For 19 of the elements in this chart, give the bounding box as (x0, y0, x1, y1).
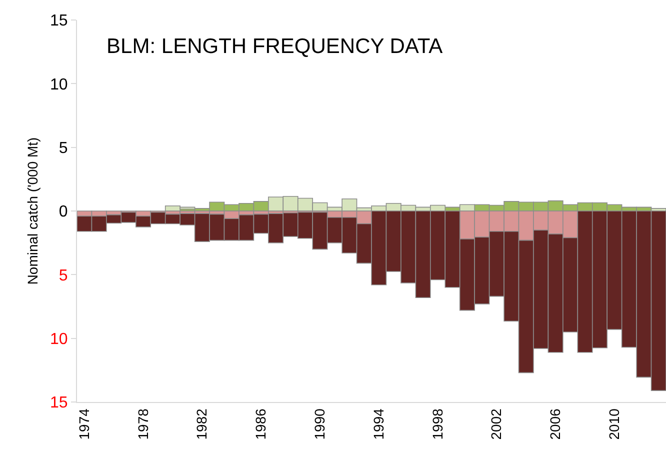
y-tick-label: 15 (50, 12, 68, 30)
x-tick-label: 1998 (429, 408, 446, 440)
y-tick-label: 5 (58, 267, 68, 284)
y-tick-label: 0 (58, 204, 68, 221)
x-tick-label: 1974 (76, 408, 92, 440)
x-tick-label: 1990 (312, 408, 328, 440)
y-tick-label: 15 (50, 394, 68, 412)
y-tick-label: 5 (58, 140, 68, 157)
x-tick-label: 1978 (134, 408, 151, 440)
x-tick-label: 1994 (370, 408, 386, 440)
x-tick-label: 2010 (606, 408, 622, 440)
y-tick-label: 10 (50, 330, 68, 348)
x-tick-label: 2006 (547, 408, 564, 440)
x-tick-label: 1986 (252, 408, 269, 440)
y-axis-title: Nominal catch ('000 Mt) (24, 137, 41, 285)
x-tick-label: 2002 (488, 408, 504, 440)
y-tick-label: 10 (50, 76, 68, 94)
x-tick-label: 1982 (194, 408, 210, 440)
text: BLM: LENGTH FREQUENCY DATA (106, 34, 443, 58)
